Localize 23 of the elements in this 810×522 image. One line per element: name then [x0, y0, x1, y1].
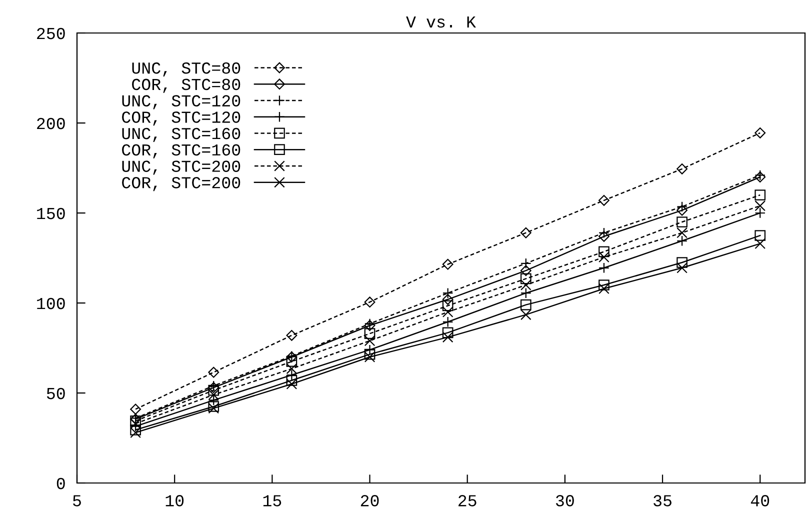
legend-label: UNC, STC=80 [132, 62, 240, 77]
y-tick-label: 50 [46, 388, 65, 400]
x-tick-label: 30 [556, 495, 574, 506]
legend-label: COR, STC=160 [122, 144, 240, 158]
legend-label: UNC, STC=160 [122, 128, 240, 142]
x-tick-label: 40 [750, 495, 770, 506]
x-tick-label: 10 [166, 495, 184, 506]
legend-label: UNC, STC=120 [122, 95, 240, 110]
x-tick-label: 20 [360, 495, 379, 506]
y-tick-label: 200 [37, 118, 65, 130]
x-tick-label: 25 [458, 495, 476, 506]
y-tick-label: 0 [56, 478, 65, 490]
legend-label: COR, STC=120 [122, 112, 240, 126]
y-tick-label: 100 [37, 298, 65, 310]
legend-label: UNC, STC=200 [122, 160, 240, 175]
x-tick-label: 35 [654, 495, 672, 506]
y-tick-label: 250 [37, 28, 65, 40]
chart-title: V vs. K [406, 16, 476, 28]
x-tick-label: 5 [73, 495, 81, 506]
legend-label: COR, STC=80 [132, 78, 240, 93]
y-tick-label: 150 [37, 208, 65, 220]
x-tick-label: 15 [263, 495, 282, 506]
legend-label: COR, STC=200 [122, 177, 240, 192]
